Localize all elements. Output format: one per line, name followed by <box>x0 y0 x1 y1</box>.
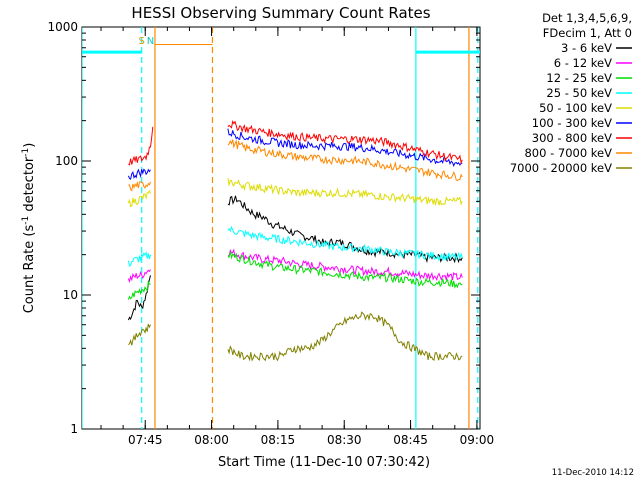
x-axis-label: Start Time (11-Dec-10 07:30:42) <box>218 455 430 470</box>
y-tick-label: 10 <box>63 288 78 302</box>
legend-entry-label: 50 - 100 keV <box>539 101 612 115</box>
series-line <box>127 269 151 284</box>
series-layer <box>82 44 480 362</box>
x-tick-label: 08:15 <box>261 433 296 447</box>
chart-title: HESSI Observing Summary Count Rates <box>131 4 430 22</box>
series-line <box>227 311 463 362</box>
x-tick-label: 09:00 <box>460 433 495 447</box>
series-line <box>127 280 151 300</box>
series-line <box>227 251 463 289</box>
legend-entry-label: 6 - 12 keV <box>554 56 612 70</box>
legend-entry-label: 12 - 25 keV <box>546 71 612 85</box>
legend-header-1: Det 1,3,4,5,6,9, <box>542 11 632 25</box>
series-line <box>128 181 151 192</box>
series-line <box>127 168 151 180</box>
legend-entry-label: 7000 - 20000 keV <box>510 161 612 175</box>
flag-annotation: N <box>147 36 154 47</box>
series-line <box>227 120 463 165</box>
series-line <box>227 248 463 281</box>
series-line <box>127 275 151 321</box>
x-tick-label: 07:45 <box>128 433 163 447</box>
legend-header-2: FDecim 1, Att 0 <box>543 26 632 40</box>
series-line <box>227 195 463 264</box>
flag-annotation: S <box>139 36 145 47</box>
plot-timestamp: 11-Dec-2010 14:12 <box>552 468 634 478</box>
y-tick-label: 1000 <box>47 20 78 34</box>
series-line <box>227 178 463 206</box>
series-line <box>227 139 463 182</box>
series-line <box>128 126 154 166</box>
legend-entry-label: 3 - 6 keV <box>561 41 612 55</box>
legend: Det 1,3,4,5,6,9, FDecim 1, Att 0 3 - 6 k… <box>510 11 632 175</box>
series-line <box>127 189 151 208</box>
series-line <box>227 128 463 168</box>
legend-entry-label: 800 - 7000 keV <box>524 146 612 160</box>
y-tick-label: 100 <box>55 154 78 168</box>
legend-entry-label: 300 - 800 keV <box>532 131 612 145</box>
x-axis: 07:45 08:00 08:15 08:30 08:45 09:00 <box>100 27 495 447</box>
legend-entry-label: 100 - 300 keV <box>532 116 612 130</box>
series-line <box>127 251 151 267</box>
x-tick-label: 08:30 <box>327 433 362 447</box>
legend-entry-label: 25 - 50 keV <box>546 86 612 100</box>
x-tick-label: 08:00 <box>194 433 229 447</box>
series-line <box>227 225 463 262</box>
y-axis: 1 10 100 1000 <box>47 20 480 436</box>
x-tick-label: 08:45 <box>393 433 428 447</box>
y-tick-label: 1 <box>70 422 78 436</box>
time-markers <box>82 27 479 429</box>
y-axis-label: Count Rate (s-1 detector-1) <box>21 143 37 314</box>
series-line <box>128 323 151 346</box>
